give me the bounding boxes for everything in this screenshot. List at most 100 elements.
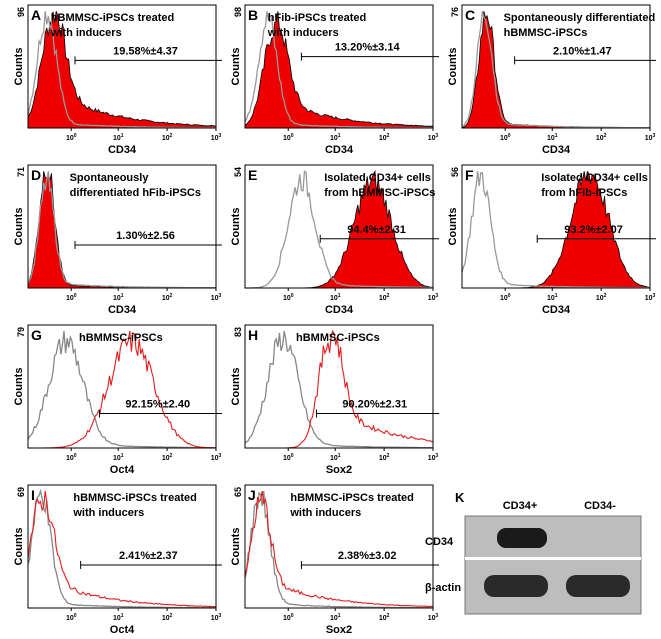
- blot-row: β-actin: [425, 582, 461, 594]
- tick-base: 10: [330, 455, 338, 462]
- y-label: Counts: [13, 48, 25, 86]
- tick-exp: 2: [170, 293, 173, 299]
- plot-frame: [244, 4, 434, 129]
- sample-curve: [28, 331, 216, 449]
- y-label: Counts: [447, 208, 459, 246]
- tick-exp: 3: [219, 613, 222, 619]
- tick-exp: 0: [291, 293, 294, 299]
- histogram-panel: 2.41%±2.37 I hBMMSC-iPSCs treated with indu…: [13, 484, 222, 636]
- plot-frame: [27, 4, 217, 129]
- x-tick-label: 101: [330, 613, 341, 622]
- y-max: 71: [16, 167, 26, 177]
- tick-exp: 0: [508, 133, 511, 139]
- tick-exp: 0: [291, 613, 294, 619]
- panel-title: hBMMSC-iPSCs: [296, 332, 380, 344]
- x-tick-label: 103: [211, 453, 222, 462]
- tick-base: 10: [379, 455, 387, 462]
- plot-frame: [461, 4, 651, 129]
- tick-base: 10: [162, 615, 170, 622]
- y-max: 56: [450, 167, 460, 177]
- blot-letter: K: [455, 490, 465, 505]
- tick-exp: 1: [555, 293, 558, 299]
- plot-frame: [27, 164, 217, 289]
- x-tick-label: 103: [428, 613, 439, 622]
- panel-title: with inducers: [289, 507, 361, 519]
- x-tick-label: 101: [547, 293, 558, 302]
- tick-exp: 2: [604, 133, 607, 139]
- x-tick-label: 101: [330, 293, 341, 302]
- tick-base: 10: [66, 615, 74, 622]
- tick-exp: 2: [170, 133, 173, 139]
- tick-exp: 3: [436, 613, 439, 619]
- tick-base: 10: [330, 135, 338, 142]
- y-max: 79: [16, 327, 26, 337]
- plot-frame: [27, 484, 217, 609]
- x-tick-label: 100: [500, 293, 511, 302]
- panel-title: with inducers: [72, 507, 144, 519]
- tick-exp: 3: [653, 133, 656, 139]
- histogram-panel: 2.38%±3.02 J hBMMSC-iPSCs treated with indu…: [230, 484, 439, 636]
- panel-title: with inducers: [50, 27, 122, 39]
- x-label: CD34: [108, 144, 137, 156]
- x-tick-label: 102: [162, 133, 173, 142]
- x-tick-label: 101: [113, 453, 124, 462]
- x-tick-label: 102: [162, 293, 173, 302]
- tick-exp: 3: [436, 133, 439, 139]
- x-tick-label: 102: [379, 453, 390, 462]
- sample-curve: [27, 491, 217, 608]
- x-tick-label: 100: [66, 613, 77, 622]
- gate-percent: 94.4%±2.31: [347, 224, 406, 236]
- tick-base: 10: [211, 135, 219, 142]
- panel-letter: D: [31, 167, 41, 183]
- western-blot: K CD34+ CD34- CD34 β-actin: [425, 490, 642, 615]
- x-tick-label: 100: [283, 293, 294, 302]
- sample-fill: [27, 11, 217, 129]
- tick-exp: 2: [387, 453, 390, 459]
- tick-exp: 1: [121, 133, 124, 139]
- tick-base: 10: [113, 615, 121, 622]
- x-tick-label: 100: [500, 133, 511, 142]
- tick-base: 10: [211, 455, 219, 462]
- tick-base: 10: [379, 615, 387, 622]
- tick-base: 10: [66, 295, 74, 302]
- tick-base: 10: [211, 295, 219, 302]
- tick-base: 10: [211, 615, 219, 622]
- tick-exp: 0: [291, 453, 294, 459]
- x-label: Oct4: [110, 464, 135, 476]
- gate-percent: 1.30%±2.56: [116, 230, 175, 242]
- x-label: CD34: [542, 304, 571, 316]
- y-max: 65: [233, 487, 243, 497]
- histogram-panel: 2.10%±1.47 C Spontaneously differentiated h…: [447, 4, 656, 156]
- tick-exp: 0: [74, 453, 77, 459]
- blot-band: [566, 575, 630, 597]
- x-tick-label: 100: [283, 453, 294, 462]
- tick-base: 10: [283, 615, 291, 622]
- y-max: 96: [16, 7, 26, 17]
- tick-base: 10: [66, 455, 74, 462]
- panel-letter: E: [248, 167, 257, 183]
- x-tick-label: 103: [428, 453, 439, 462]
- tick-exp: 0: [74, 613, 77, 619]
- tick-base: 10: [379, 135, 387, 142]
- panel-letter: J: [248, 487, 256, 503]
- tick-base: 10: [500, 135, 508, 142]
- x-tick-label: 101: [113, 613, 124, 622]
- tick-base: 10: [162, 295, 170, 302]
- tick-base: 10: [283, 295, 291, 302]
- panel-title: hBMMSC-iPSCs treated: [290, 492, 413, 504]
- x-label: CD34: [108, 304, 137, 316]
- panel-letter: G: [31, 327, 42, 343]
- x-tick-label: 103: [645, 133, 656, 142]
- y-max: 54: [233, 167, 243, 177]
- y-max: 76: [450, 7, 460, 17]
- panel-title: Spontaneously differentiated: [504, 12, 656, 24]
- blot-separator: [465, 557, 641, 560]
- tick-base: 10: [283, 135, 291, 142]
- x-tick-label: 102: [379, 133, 390, 142]
- x-label: Sox2: [326, 464, 352, 476]
- x-tick-label: 102: [596, 133, 607, 142]
- tick-exp: 0: [74, 293, 77, 299]
- tick-base: 10: [330, 615, 338, 622]
- panel-letter: I: [31, 487, 35, 503]
- gate-percent: 92.15%±2.40: [125, 399, 190, 411]
